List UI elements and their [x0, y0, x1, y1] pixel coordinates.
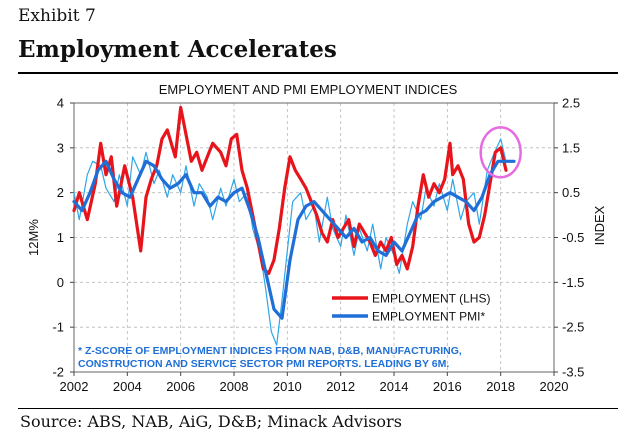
x-axis: 2002 2004 2006 2008 2010 2012 2014 2016 2018 2020 [60, 372, 569, 394]
left-tick-label: -2 [52, 365, 64, 380]
x-tick-label: 2008 [220, 379, 249, 394]
x-tick-label: 2006 [166, 379, 195, 394]
left-tick-label: -1 [52, 320, 64, 335]
right-tick-label: -0.5 [562, 230, 584, 245]
chart-legend: EMPLOYMENT (LHS) EMPLOYMENT PMI* [332, 292, 490, 324]
left-tick-label: 1 [57, 230, 64, 245]
right-axis-label: INDEX [592, 205, 607, 245]
series-pmi [72, 159, 516, 320]
chart-footnote-line-2: CONSTRUCTION AND SERVICE SECTOR PMI REPO… [78, 358, 449, 370]
exhibit-label: Exhibit 7 [18, 6, 96, 26]
right-tick-label: -1.5 [562, 275, 584, 290]
left-axis-label: 12M% [26, 219, 41, 256]
right-axis: -3.5 -2.5 -1.5 -0.5 0.5 1.5 2.5 [554, 96, 584, 380]
title-rule [18, 72, 618, 74]
line-chart: EMPLOYMENT AND PMI EMPLOYMENT INDICES -2… [26, 82, 607, 394]
x-tick-label: 2002 [60, 379, 89, 394]
legend-label-pmi: EMPLOYMENT PMI* [372, 310, 485, 324]
right-tick-label: -3.5 [562, 365, 584, 380]
x-tick-label: 2020 [540, 379, 569, 394]
left-axis: -2 -1 0 1 2 3 4 [52, 96, 74, 380]
right-tick-label: 1.5 [562, 140, 580, 155]
x-tick-label: 2012 [326, 379, 355, 394]
left-tick-label: 0 [57, 275, 64, 290]
left-tick-label: 4 [57, 96, 64, 111]
left-tick-label: 2 [57, 185, 64, 200]
highlight-circle [479, 126, 522, 179]
left-tick-label: 3 [57, 140, 64, 155]
series-employment [72, 105, 508, 275]
right-tick-label: -2.5 [562, 320, 584, 335]
right-tick-label: 2.5 [562, 96, 580, 111]
x-tick-label: 2018 [486, 379, 515, 394]
series-pmi-raw [73, 138, 507, 346]
right-tick-label: 0.5 [562, 185, 580, 200]
chart-footnote-line-1: * Z-SCORE OF EMPLOYMENT INDICES FROM NAB… [78, 345, 462, 357]
source-note: Source: ABS, NAB, AiG, D&B; Minack Advis… [20, 412, 402, 431]
chart-series [72, 105, 516, 346]
x-tick-label: 2010 [273, 379, 302, 394]
x-tick-label: 2004 [113, 379, 142, 394]
chart-title: EMPLOYMENT AND PMI EMPLOYMENT INDICES [159, 82, 458, 97]
page-title: Employment Accelerates [18, 36, 337, 63]
x-tick-label: 2016 [433, 379, 462, 394]
legend-label-employment: EMPLOYMENT (LHS) [372, 292, 490, 306]
source-rule [18, 408, 618, 409]
x-tick-label: 2014 [380, 379, 409, 394]
